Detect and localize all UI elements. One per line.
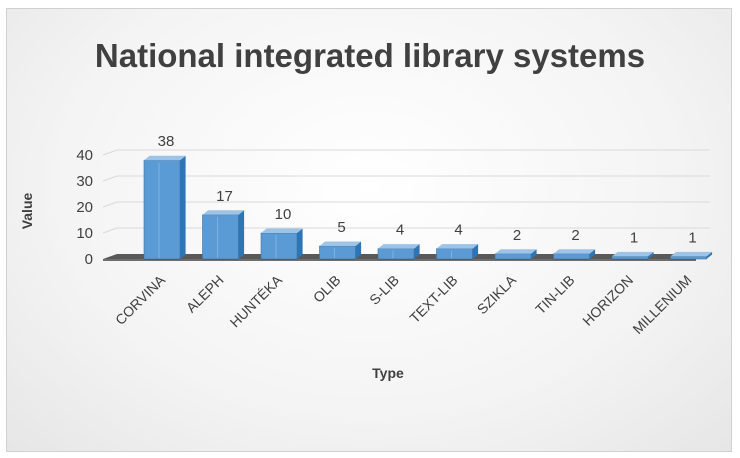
y-axis-ticks: 0 10 20 30 40 xyxy=(76,147,93,268)
data-label: 1 xyxy=(630,229,638,246)
data-label: 4 xyxy=(396,222,404,239)
bar xyxy=(202,210,245,260)
x-tick-label: HORIZON xyxy=(579,272,636,329)
data-label: 10 xyxy=(275,206,292,223)
data-labels: 38 17 10 5 4 4 2 2 1 1 xyxy=(158,133,697,246)
bar xyxy=(143,155,186,260)
x-tick-label: MILLENIUM xyxy=(629,272,694,337)
x-axis-ticks: CORVINA ALEPH HUNTÉKA OLIB S-LIB TEXT-LIB SZIK… xyxy=(112,271,695,337)
gridline xyxy=(102,149,710,156)
y-axis-title: Value xyxy=(19,193,35,230)
x-tick-label: HUNTÉKA xyxy=(226,271,285,330)
gridline xyxy=(102,175,710,182)
bar xyxy=(611,251,654,260)
chart-area: National integrated library systems Valu… xyxy=(6,8,732,452)
x-tick-label: SZIKLA xyxy=(474,271,520,317)
gridlines xyxy=(102,149,710,234)
x-tick-label: S-LIB xyxy=(366,272,402,308)
x-axis-title: Type xyxy=(372,365,404,381)
x-tick-label: TIN-LIB xyxy=(532,272,577,317)
x-tick-label: CORVINA xyxy=(112,271,169,328)
data-label: 5 xyxy=(337,219,345,236)
gridline xyxy=(102,201,710,208)
x-tick-label: OLIB xyxy=(310,272,344,306)
data-label: 1 xyxy=(688,229,696,246)
bar xyxy=(553,249,596,260)
bar-chart: National integrated library systems Valu… xyxy=(19,37,713,381)
data-label: 2 xyxy=(571,227,579,244)
x-tick-label: ALEPH xyxy=(183,272,227,316)
bar xyxy=(494,249,537,260)
data-label: 38 xyxy=(158,133,175,150)
y-tick-label: 20 xyxy=(76,199,93,216)
bars xyxy=(143,155,713,260)
x-tick-label: TEXT-LIB xyxy=(406,272,460,326)
bar xyxy=(260,228,303,260)
bar xyxy=(377,244,420,260)
bar xyxy=(436,244,479,260)
y-tick-label: 0 xyxy=(85,251,93,268)
bar xyxy=(670,251,713,260)
y-tick-label: 10 xyxy=(76,225,93,242)
chart-title: National integrated library systems xyxy=(95,37,645,74)
gridline xyxy=(102,227,710,234)
bar xyxy=(319,241,362,260)
data-label: 2 xyxy=(513,227,521,244)
data-label: 17 xyxy=(216,188,233,205)
data-label: 4 xyxy=(454,222,462,239)
y-tick-label: 30 xyxy=(76,173,93,190)
y-tick-label: 40 xyxy=(76,147,93,164)
